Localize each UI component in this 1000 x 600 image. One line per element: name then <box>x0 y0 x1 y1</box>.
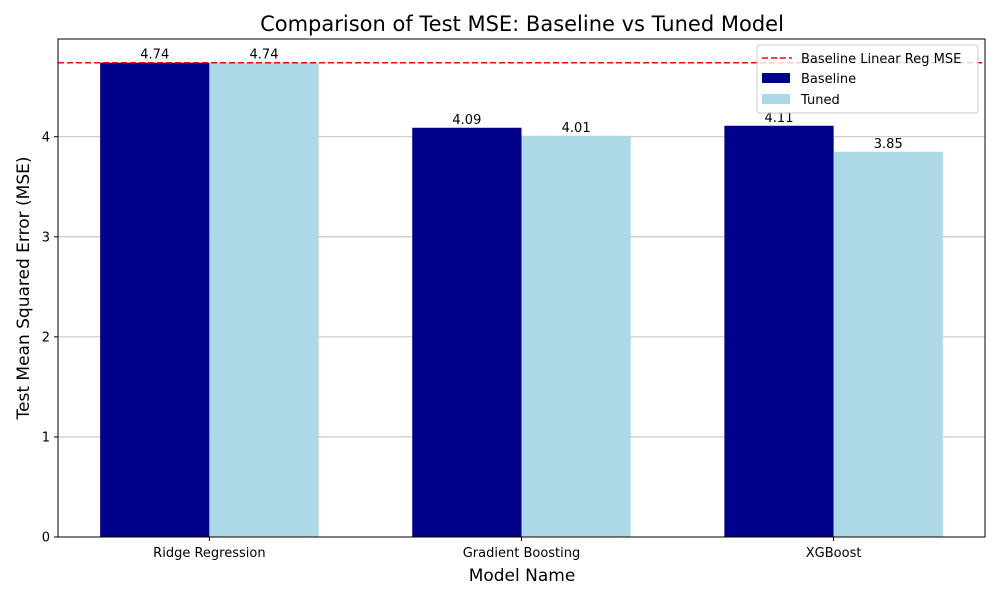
x-tick-label: Ridge Regression <box>153 546 265 561</box>
data-label-tuned: 4.74 <box>250 48 279 63</box>
data-label-tuned: 4.01 <box>562 121 591 136</box>
legend-label-reference-line: Baseline Linear Reg MSE <box>801 52 961 67</box>
y-tick-label: 2 <box>42 330 50 345</box>
bar-tuned <box>833 151 943 537</box>
legend-label-baseline: Baseline <box>801 72 856 87</box>
x-axis-label: Model Name <box>469 566 576 586</box>
y-tick-label: 0 <box>42 531 50 546</box>
x-tick-label: XGBoost <box>806 546 862 561</box>
bars <box>100 62 943 537</box>
chart-title: Comparison of Test MSE: Baseline vs Tune… <box>260 12 784 36</box>
x-axis-ticks: Ridge Regression Gradient Boosting XGBoost <box>153 537 861 561</box>
x-tick-label: Gradient Boosting <box>463 546 581 561</box>
legend-label-tuned: Tuned <box>800 93 840 108</box>
y-axis-label: Test Mean Squared Error (MSE) <box>14 157 34 421</box>
y-axis-ticks: 0 1 2 3 4 <box>42 130 58 546</box>
data-label-baseline: 4.09 <box>452 113 481 128</box>
y-tick-label: 1 <box>42 430 50 445</box>
data-labels: 4.74 4.09 4.11 4.74 4.01 3.85 <box>140 48 902 152</box>
legend-swatch-baseline <box>762 73 790 83</box>
bar-tuned <box>209 62 319 537</box>
legend-swatch-tuned <box>762 94 790 104</box>
data-label-baseline: 4.74 <box>140 48 169 63</box>
bar-baseline <box>724 125 834 537</box>
legend: Baseline Linear Reg MSE Baseline Tuned <box>756 44 979 114</box>
y-tick-label: 4 <box>42 130 50 145</box>
legend-box <box>756 44 979 114</box>
data-label-tuned: 3.85 <box>874 137 903 152</box>
data-label-baseline: 4.11 <box>765 111 794 126</box>
bar-baseline <box>100 62 210 537</box>
y-tick-label: 3 <box>42 230 50 245</box>
bar-tuned <box>521 135 631 537</box>
bar-baseline <box>412 127 522 537</box>
